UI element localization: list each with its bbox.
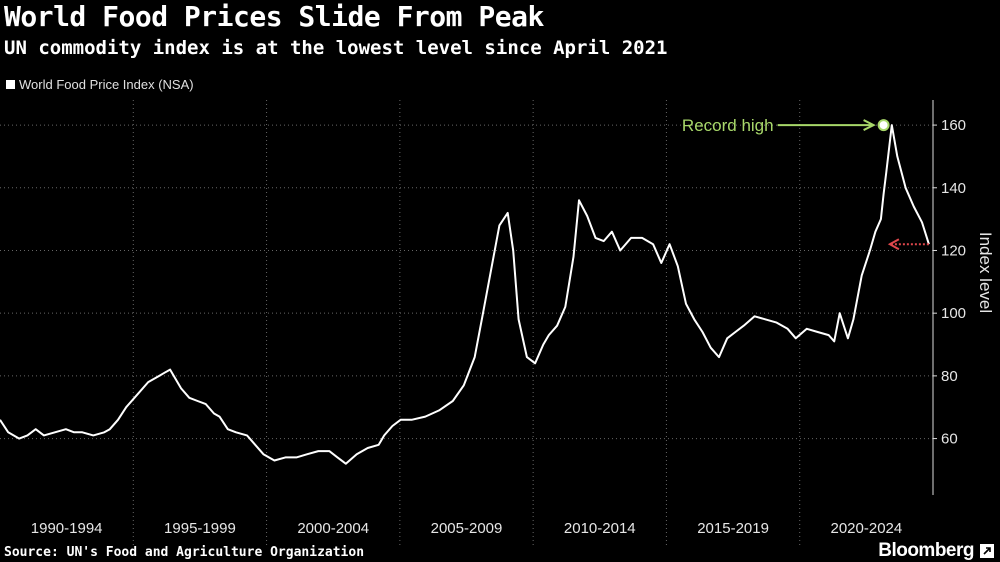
record-high-arrowhead [863, 119, 876, 131]
y-tick-label: 80 [941, 368, 958, 385]
y-tick-label: 60 [941, 431, 958, 448]
legend-label: World Food Price Index (NSA) [19, 77, 194, 92]
x-tick-label: 2010-2014 [564, 520, 636, 537]
y-axis-title: Index level [976, 232, 995, 313]
record-high-label: Record high [682, 116, 774, 135]
x-tick-label: 2020-2024 [830, 520, 902, 537]
chart-title: World Food Prices Slide From Peak [4, 0, 544, 33]
x-tick-label: 2000-2004 [297, 520, 369, 537]
source-note: Source: UN's Food and Agriculture Organi… [4, 545, 365, 560]
x-tick-label: 2015-2019 [697, 520, 769, 537]
y-tick-label: 140 [941, 180, 966, 197]
bloomberg-icon [980, 544, 994, 558]
series-line [0, 124, 930, 465]
legend-swatch [6, 80, 15, 89]
x-tick-label: 2005-2009 [431, 520, 503, 537]
legend: World Food Price Index (NSA) [6, 77, 194, 92]
record-high-marker [877, 119, 890, 132]
latest-value-arrowhead [887, 238, 900, 251]
chart-subtitle: UN commodity index is at the lowest leve… [4, 37, 668, 59]
brand-logo: Bloomberg [878, 540, 974, 561]
y-tick-label: 100 [941, 305, 966, 322]
x-tick-label: 1990-1994 [31, 520, 103, 537]
x-tick-label: 1995-1999 [164, 520, 236, 537]
y-tick-label: 160 [941, 117, 966, 134]
y-tick-label: 120 [941, 242, 966, 259]
